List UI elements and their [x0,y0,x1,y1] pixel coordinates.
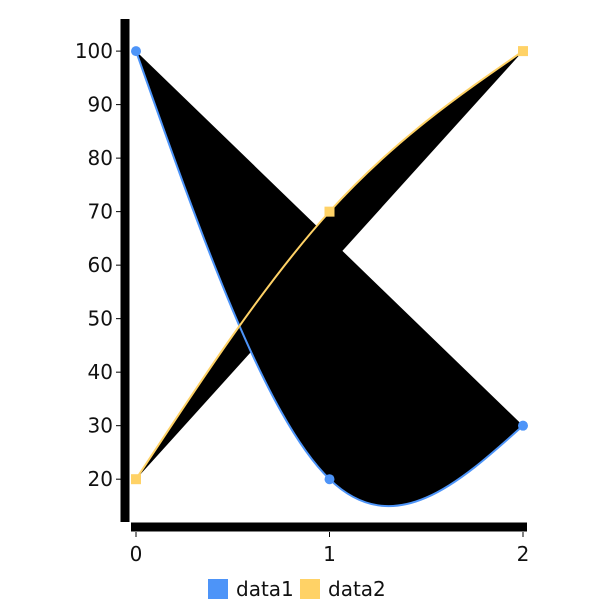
y-tick-label-100: 100 [75,39,113,63]
point-data2-2[interactable] [518,46,528,57]
point-data1-0[interactable] [131,46,141,57]
series-areas [136,51,523,507]
x-tick-label-2: 2 [517,542,530,566]
y-tick-label-50: 50 [88,307,113,331]
legend: data1 data2 [208,577,386,601]
line-data1 [135,50,524,508]
point-data1-1[interactable] [324,474,335,485]
axes: 20 30 40 50 60 70 80 90 100 0 1 2 [75,19,530,566]
y-tick-label-20: 20 [88,467,113,491]
area-data1 [136,51,523,507]
y-tick-label-90: 90 [88,93,113,117]
point-data2-0[interactable] [131,474,141,485]
legend-item-data2[interactable]: data2 [300,577,386,601]
legend-swatch-data2 [300,579,320,599]
series-markers [131,46,528,485]
y-tick-label-70: 70 [88,200,113,224]
legend-item-data1[interactable]: data1 [208,577,294,601]
series-lines [135,50,524,508]
point-data2-1[interactable] [324,206,335,217]
x-tick-label-1: 1 [323,542,336,566]
legend-swatch-data1 [208,579,228,599]
line-data2 [135,50,524,480]
x-tick-label-0: 0 [130,542,143,566]
legend-label-data2: data2 [328,577,386,601]
point-data1-2[interactable] [518,420,528,431]
y-tick-label-80: 80 [88,146,113,170]
area-data2 [136,51,523,480]
y-tick-label-40: 40 [88,360,113,384]
x-axis-ticks: 0 1 2 [130,532,530,566]
legend-label-data1: data1 [236,577,294,601]
y-tick-label-60: 60 [88,253,113,277]
y-tick-label-30: 30 [88,414,113,438]
y-axis-ticks: 20 30 40 50 60 70 80 90 100 [75,39,121,491]
